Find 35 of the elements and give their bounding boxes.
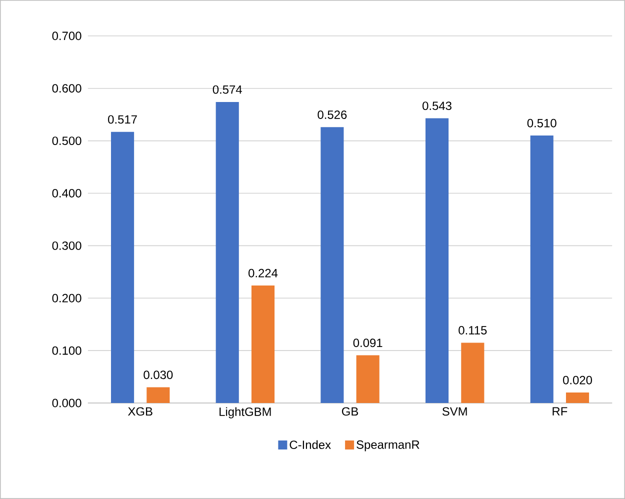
y-tick-label: 0.700	[52, 32, 82, 40]
x-tick-label: GB	[342, 407, 358, 416]
y-tick-label: 0.300	[52, 241, 82, 250]
bar	[251, 286, 275, 404]
data-label: 0.030	[144, 370, 173, 380]
data-label: 0.091	[353, 338, 382, 348]
bar	[566, 392, 590, 404]
y-tick-label: 0.600	[52, 84, 82, 93]
bar	[110, 132, 134, 404]
x-tick-label: SVM	[442, 407, 467, 416]
x-tick-label: XGB	[128, 407, 152, 416]
data-label: 0.510	[527, 118, 556, 128]
legend-label: SpearmanR	[356, 440, 420, 452]
y-tick-label: 0.200	[52, 294, 82, 302]
legend-label: C-Index	[290, 440, 331, 450]
data-label: 0.517	[108, 115, 137, 124]
y-tick-label: 0.400	[52, 189, 82, 198]
bar	[356, 355, 380, 404]
data-label: 0.020	[563, 376, 592, 384]
bar	[461, 342, 484, 404]
data-label: 0.115	[458, 326, 487, 335]
y-tick-label: 0.500	[52, 136, 82, 146]
data-label: 0.543	[422, 102, 452, 110]
y-tick-label: 0.000	[52, 398, 82, 408]
data-label: 0.574	[212, 85, 242, 94]
y-tick-label: 0.100	[52, 346, 82, 355]
bar	[216, 102, 239, 404]
bar	[146, 387, 170, 404]
x-tick-label: RF	[552, 407, 568, 416]
bar	[320, 127, 344, 404]
bar	[530, 136, 554, 404]
x-tick-label: LightGBM	[220, 407, 271, 418]
bar	[426, 118, 449, 404]
data-label: 0.224	[248, 268, 278, 278]
data-label: 0.526	[318, 110, 347, 119]
